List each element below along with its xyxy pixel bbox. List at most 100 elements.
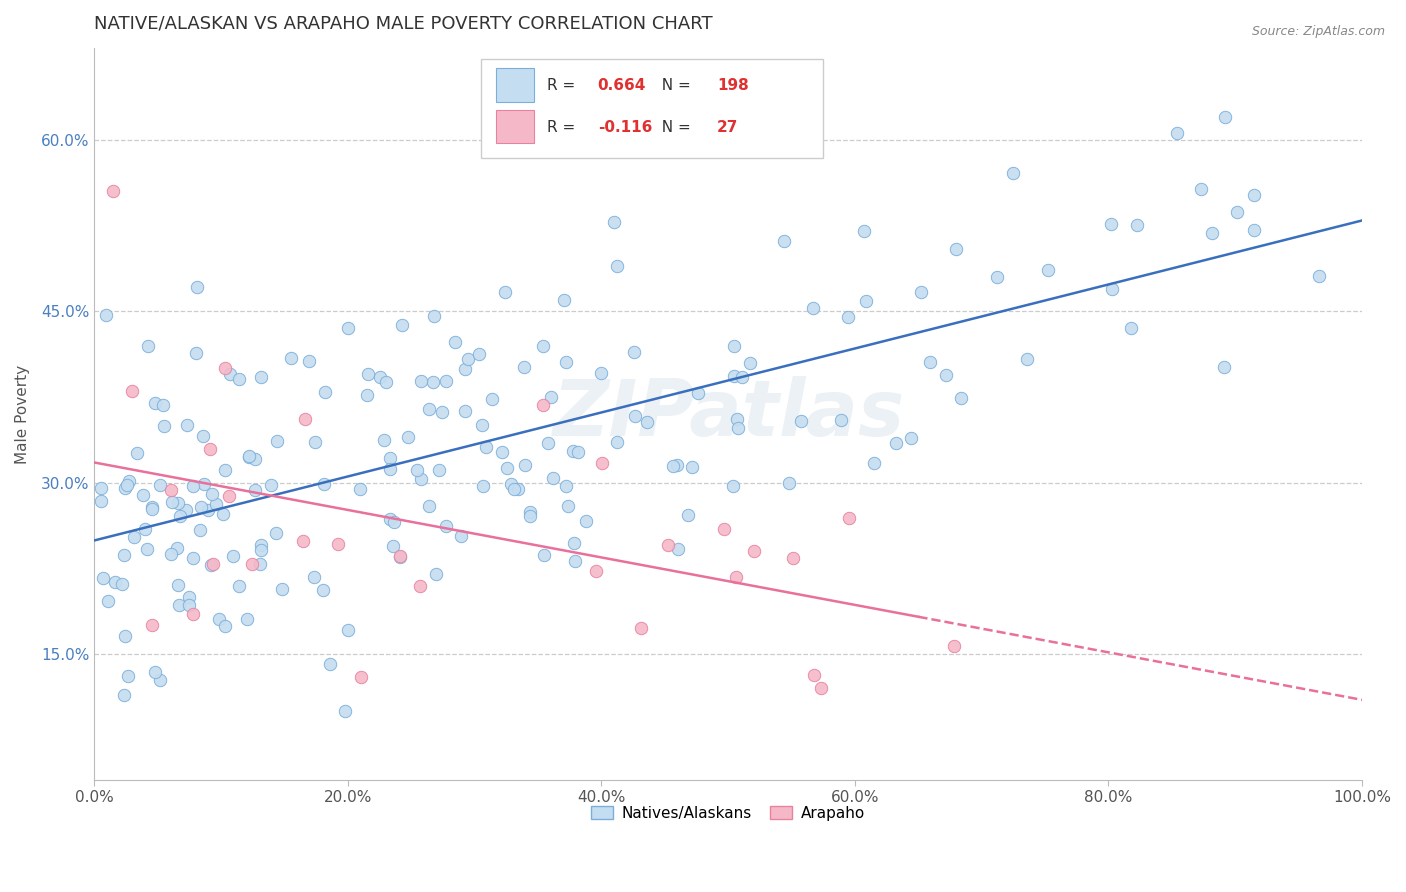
Point [153,419,176,434]
Point [337,623,360,637]
Point [513,458,536,472]
Point [374,375,396,389]
Point [143,396,166,410]
Point [228,371,250,385]
Point [434,374,457,388]
Point [378,451,401,466]
Point [531,339,554,353]
Point [264,525,287,540]
Point [790,414,813,428]
Point [519,505,541,519]
Point [501,476,523,491]
Point [900,431,922,445]
Point [425,566,447,581]
Point [1101,282,1123,296]
Point [96,308,118,322]
Point [380,462,402,476]
Point [575,514,598,528]
Point [166,495,188,509]
Point [1213,110,1236,124]
Point [141,502,163,516]
Point [666,458,689,472]
Point [118,474,141,488]
Point [186,280,208,294]
Point [1038,263,1060,277]
Point [945,242,967,256]
Point [713,522,735,536]
Point [740,356,762,370]
Point [409,375,432,389]
Point [1121,321,1143,335]
Point [311,582,333,597]
Point [249,558,271,572]
Point [986,269,1008,284]
Point [418,499,440,513]
Point [319,657,342,672]
Point [606,434,628,449]
Point [236,612,259,626]
Point [531,398,554,412]
Point [149,478,172,492]
Point [228,579,250,593]
Point [134,522,156,536]
Point [567,445,589,459]
Point [312,477,335,491]
Point [266,434,288,448]
Point [333,704,356,718]
Point [250,542,273,557]
Point [214,619,236,633]
Point [468,346,491,360]
Point [167,598,190,612]
Text: -0.116: -0.116 [598,120,652,135]
FancyBboxPatch shape [496,110,534,144]
Point [561,444,583,458]
Point [942,639,965,653]
Point [122,530,145,544]
Point [167,578,190,592]
Point [174,503,197,517]
Point [1243,187,1265,202]
Point [427,463,450,477]
Point [114,481,136,495]
Point [1243,223,1265,237]
Point [855,293,877,308]
Point [540,390,562,404]
Point [91,571,114,585]
Point [481,392,503,407]
Point [555,479,578,493]
Point [553,293,575,307]
Point [298,354,321,368]
Point [114,629,136,643]
Point [152,398,174,412]
Point [1308,268,1330,283]
Point [326,537,349,551]
FancyBboxPatch shape [496,68,534,102]
Point [181,551,204,566]
Point [204,497,226,511]
Point [132,488,155,502]
Point [250,538,273,552]
Point [606,259,628,273]
Text: 198: 198 [717,78,748,94]
Point [184,346,207,360]
Point [391,318,413,332]
Point [1201,226,1223,240]
Point [475,441,498,455]
Point [388,549,411,564]
Text: 0.664: 0.664 [598,78,645,94]
Point [149,673,172,688]
Point [782,550,804,565]
Point [201,557,224,571]
Point [160,483,183,498]
Point [238,449,260,463]
Point [141,500,163,514]
Point [422,375,444,389]
Point [630,621,652,635]
Point [884,436,907,450]
Point [368,369,391,384]
Point [349,670,371,684]
Point [197,503,219,517]
Text: R =: R = [547,120,581,135]
Point [200,558,222,573]
Point [666,541,689,556]
